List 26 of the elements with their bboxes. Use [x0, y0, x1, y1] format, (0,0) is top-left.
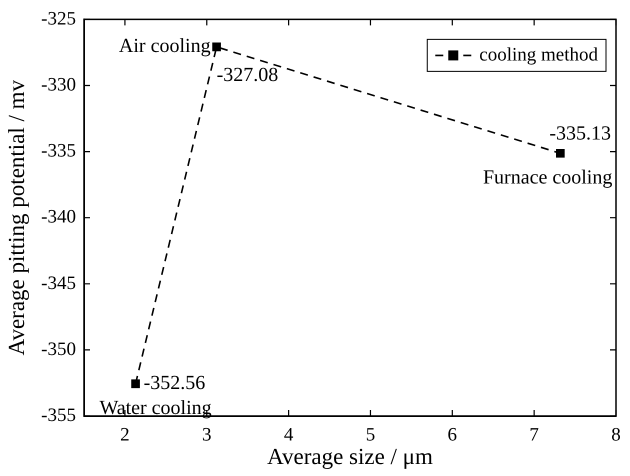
y-tick-label: -345 [41, 272, 76, 294]
y-tick-label: -325 [41, 8, 76, 30]
x-tick-label: 5 [366, 424, 376, 446]
data-label: -327.08 [216, 64, 278, 86]
data-label: -335.13 [549, 122, 612, 145]
x-tick-label: 4 [284, 424, 294, 446]
x-tick-label: 3 [202, 424, 212, 446]
legend-label: cooling method [479, 44, 598, 66]
point [131, 379, 140, 388]
annotation: Air cooling [118, 35, 211, 58]
data-label: -352.56 [144, 372, 206, 394]
annotation: Furnace cooling [482, 166, 612, 189]
y-tick-label: -330 [41, 74, 76, 96]
point [556, 148, 565, 158]
annotation: Water cooling [99, 396, 212, 419]
x-tick-label: 8 [611, 424, 621, 446]
y-tick-label: -335 [41, 140, 76, 162]
x-tick-label: 6 [448, 424, 458, 446]
y-tick-label: -355 [41, 404, 76, 426]
x-tick-label: 7 [529, 424, 539, 446]
y-tick-label: -340 [41, 206, 76, 228]
point [212, 42, 221, 52]
x-axis-title: Average size / μm [267, 444, 434, 470]
x-tick-label: 2 [120, 424, 130, 446]
y-axis-title: Average pitting potential / mv [4, 79, 29, 356]
y-tick-label: -350 [41, 338, 76, 360]
